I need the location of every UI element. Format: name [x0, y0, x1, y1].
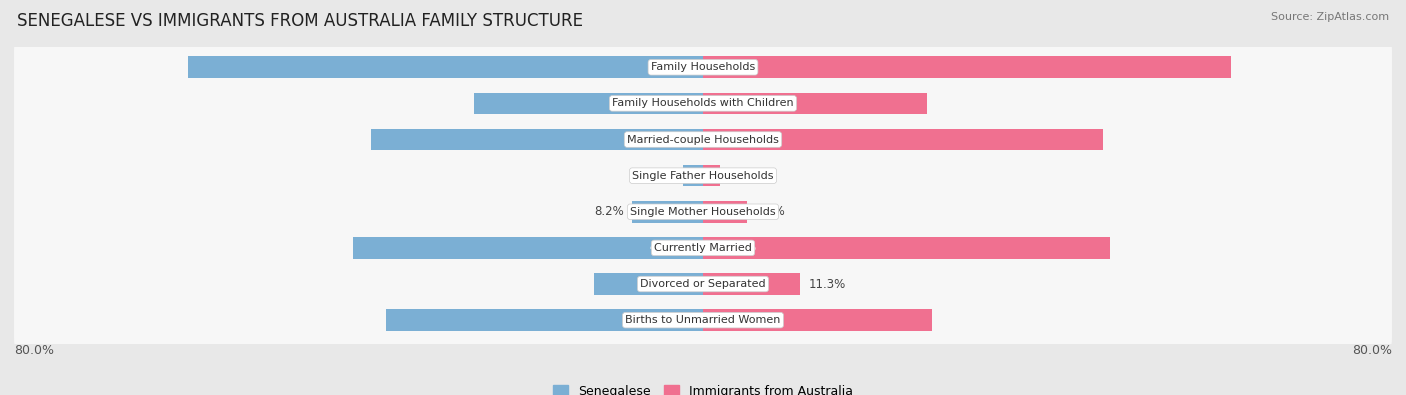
FancyBboxPatch shape: [14, 39, 1392, 96]
Text: Family Households with Children: Family Households with Children: [612, 98, 794, 108]
Bar: [703, 129, 1104, 150]
Bar: [703, 165, 720, 186]
Bar: [387, 309, 703, 331]
Bar: [188, 56, 703, 78]
Text: 12.6%: 12.6%: [650, 278, 690, 291]
Text: 38.6%: 38.6%: [650, 133, 690, 146]
Text: 59.8%: 59.8%: [650, 61, 690, 74]
FancyBboxPatch shape: [14, 111, 1392, 168]
Bar: [703, 273, 800, 295]
Text: 40.6%: 40.6%: [650, 241, 690, 254]
Bar: [703, 237, 1111, 259]
FancyBboxPatch shape: [14, 256, 1392, 312]
Text: Single Father Households: Single Father Households: [633, 171, 773, 181]
Bar: [474, 92, 703, 114]
Text: 47.3%: 47.3%: [716, 241, 756, 254]
Text: 11.3%: 11.3%: [808, 278, 846, 291]
FancyBboxPatch shape: [14, 220, 1392, 276]
FancyBboxPatch shape: [14, 75, 1392, 132]
Text: Divorced or Separated: Divorced or Separated: [640, 279, 766, 289]
Bar: [703, 201, 747, 223]
Text: 2.0%: 2.0%: [728, 169, 759, 182]
Bar: [703, 92, 927, 114]
Text: 26.0%: 26.0%: [716, 97, 756, 110]
Legend: Senegalese, Immigrants from Australia: Senegalese, Immigrants from Australia: [548, 380, 858, 395]
FancyBboxPatch shape: [14, 184, 1392, 240]
Bar: [595, 273, 703, 295]
Text: Births to Unmarried Women: Births to Unmarried Women: [626, 315, 780, 325]
Bar: [683, 165, 703, 186]
Bar: [633, 201, 703, 223]
Bar: [353, 237, 703, 259]
Text: 80.0%: 80.0%: [14, 344, 53, 357]
Bar: [703, 309, 932, 331]
Bar: [371, 129, 703, 150]
Text: 5.1%: 5.1%: [755, 205, 786, 218]
Text: 2.3%: 2.3%: [645, 169, 675, 182]
Text: 61.3%: 61.3%: [716, 61, 756, 74]
Text: SENEGALESE VS IMMIGRANTS FROM AUSTRALIA FAMILY STRUCTURE: SENEGALESE VS IMMIGRANTS FROM AUSTRALIA …: [17, 12, 583, 30]
FancyBboxPatch shape: [14, 292, 1392, 348]
Text: 8.2%: 8.2%: [593, 205, 624, 218]
Text: Source: ZipAtlas.com: Source: ZipAtlas.com: [1271, 12, 1389, 22]
Text: 46.5%: 46.5%: [716, 133, 756, 146]
Text: 80.0%: 80.0%: [1353, 344, 1392, 357]
Text: 36.8%: 36.8%: [650, 314, 690, 327]
Text: 26.6%: 26.6%: [650, 97, 690, 110]
Text: Family Households: Family Households: [651, 62, 755, 72]
Text: Currently Married: Currently Married: [654, 243, 752, 253]
FancyBboxPatch shape: [14, 147, 1392, 204]
Text: Married-couple Households: Married-couple Households: [627, 135, 779, 145]
Text: 26.6%: 26.6%: [716, 314, 756, 327]
Bar: [703, 56, 1230, 78]
Text: Single Mother Households: Single Mother Households: [630, 207, 776, 217]
